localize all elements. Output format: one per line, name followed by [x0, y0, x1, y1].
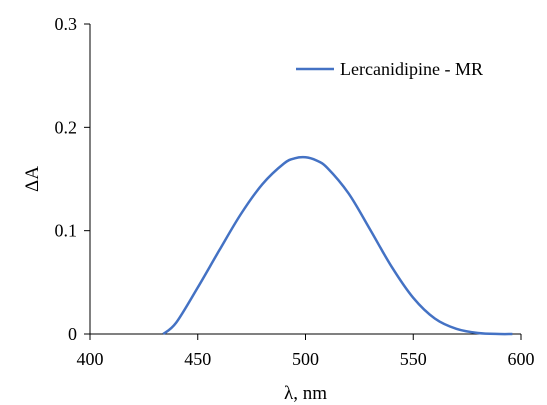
y-axis-title: ΔA [22, 166, 43, 192]
legend: Lercanidipine - MR [296, 59, 483, 79]
x-tick-label: 450 [184, 349, 211, 369]
x-tick-label: 550 [400, 349, 427, 369]
y-tick-label: 0.1 [55, 221, 78, 241]
x-tick-label: 500 [292, 349, 319, 369]
series-line [162, 155, 513, 336]
y-tick-label: 0.2 [55, 117, 78, 137]
x-tick-label: 600 [508, 349, 535, 369]
y-tick-label: 0.3 [55, 14, 78, 34]
y-tick-label: 0 [68, 324, 77, 344]
x-tick-label: 400 [77, 349, 104, 369]
x-axis-title: λ, nm [284, 383, 327, 404]
legend-label: Lercanidipine - MR [340, 59, 483, 79]
x-axis: 400 450 500 550 600 [77, 333, 535, 369]
plot-area [162, 155, 513, 336]
y-axis: 0 0.1 0.2 0.3 [55, 14, 91, 344]
